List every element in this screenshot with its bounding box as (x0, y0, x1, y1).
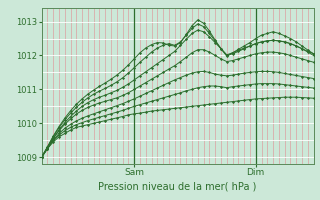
X-axis label: Pression niveau de la mer( hPa ): Pression niveau de la mer( hPa ) (99, 181, 257, 191)
